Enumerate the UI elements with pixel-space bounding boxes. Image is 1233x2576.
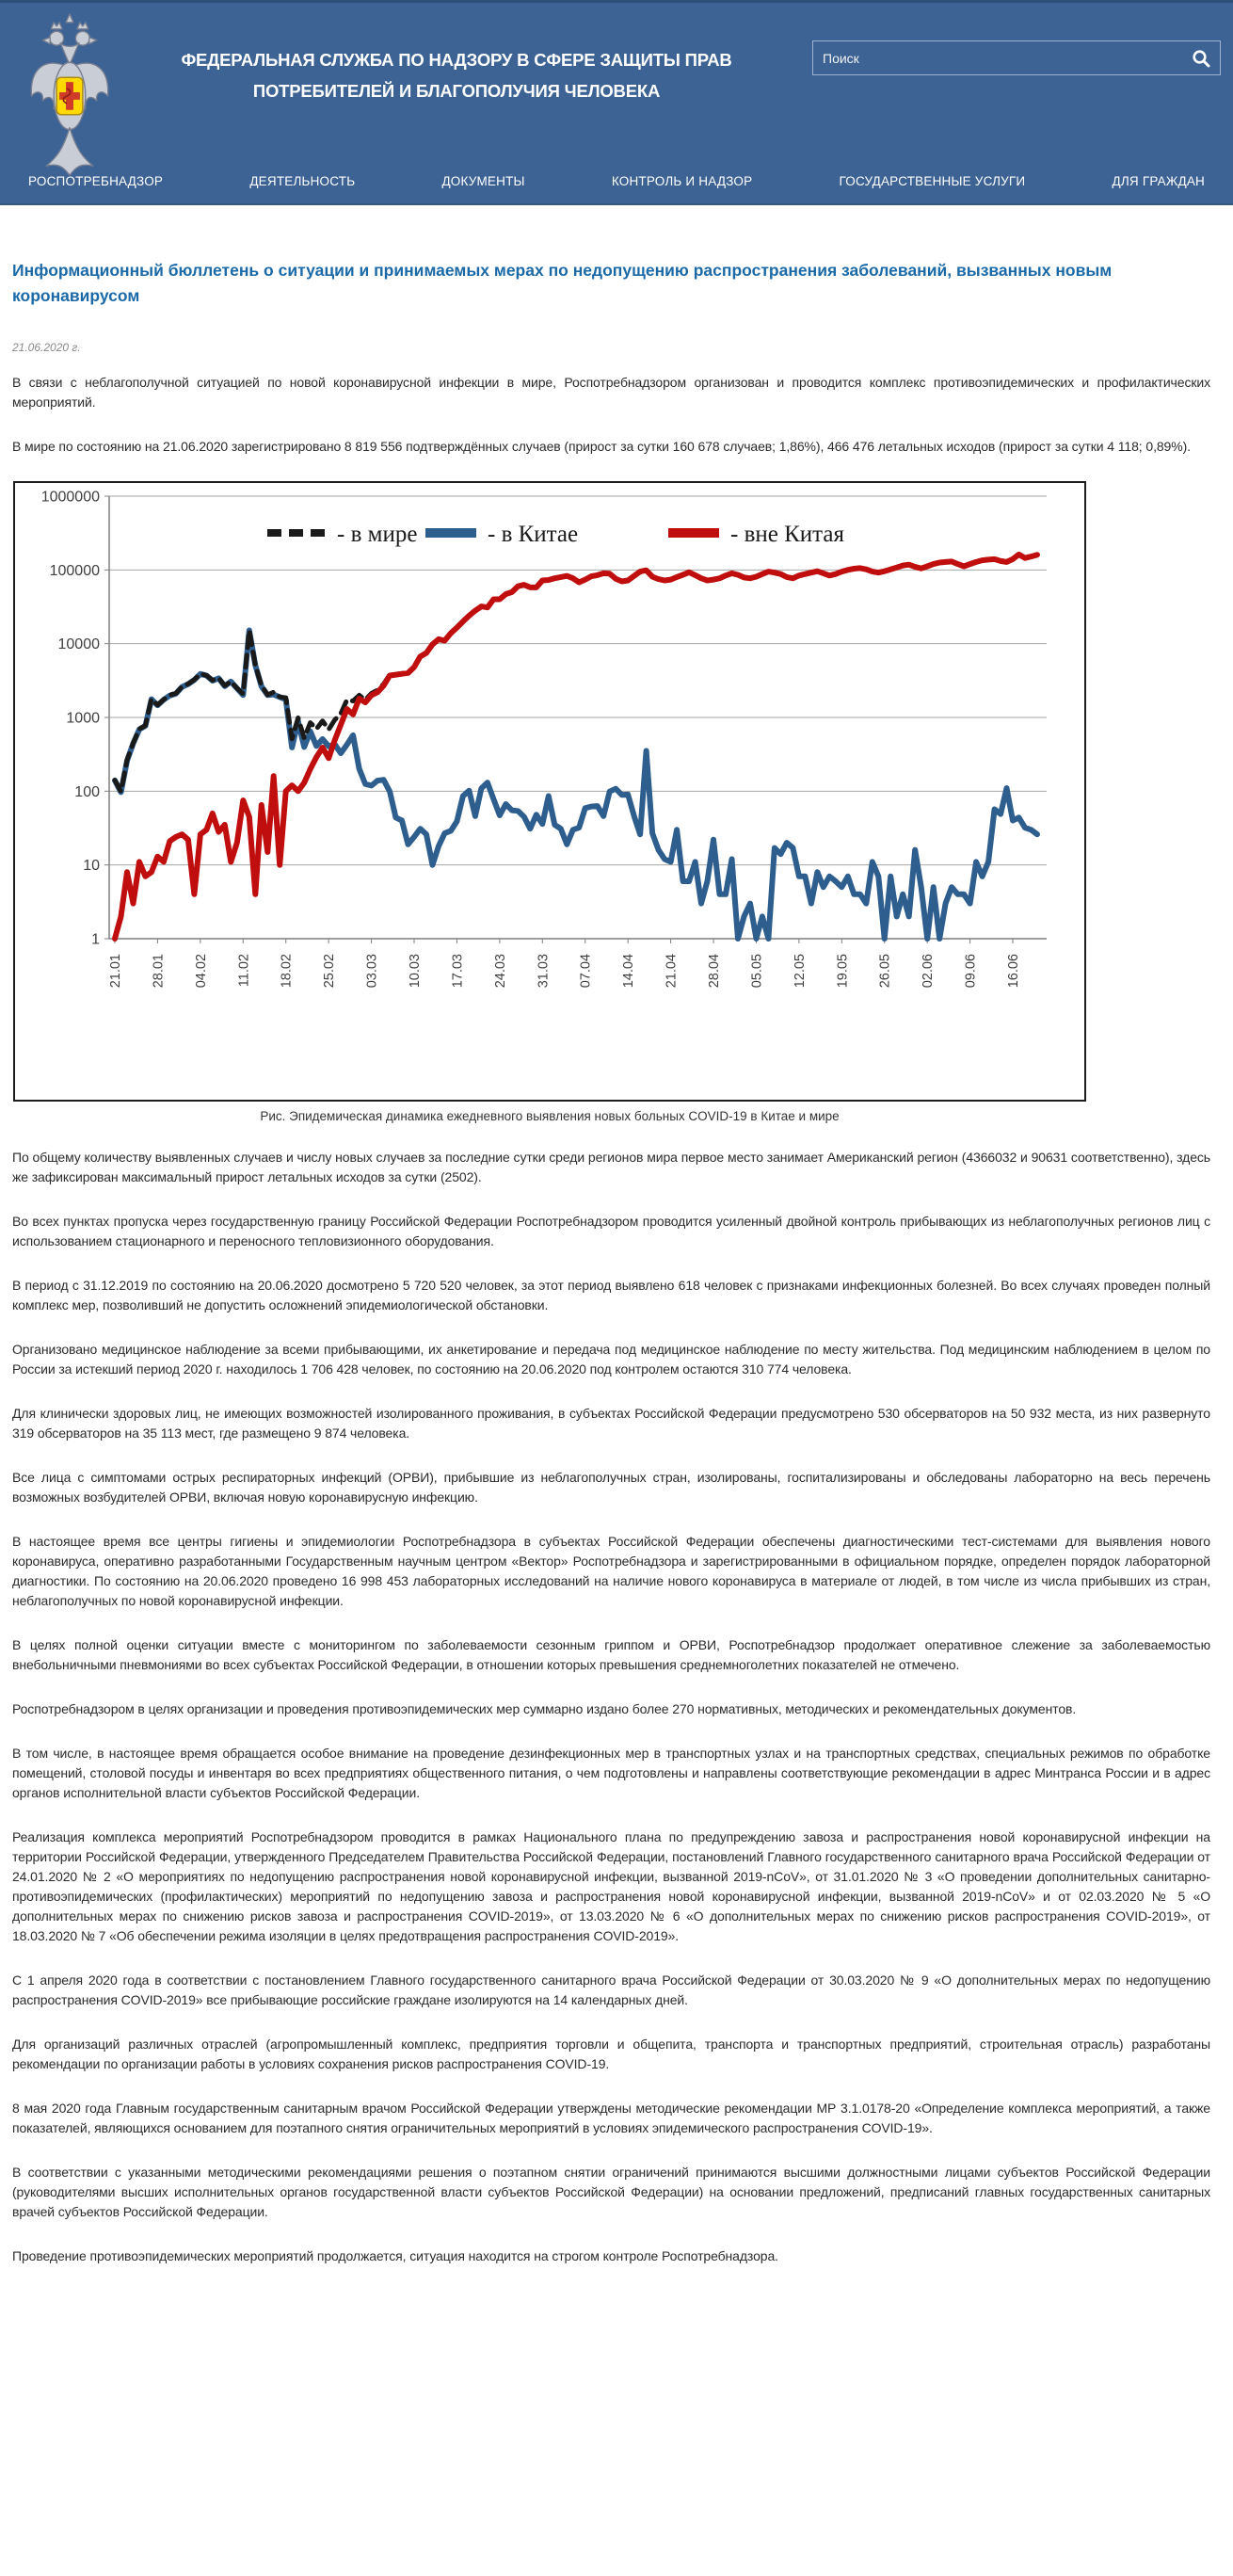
eagle-beak-right xyxy=(88,36,98,45)
emblem-snake xyxy=(62,88,72,105)
covid-chart: 1 10 100 1000 10000 100000 1000000 21.01 28.01 04… xyxy=(13,481,1086,1102)
site-title-line2: ПОТРЕБИТЕЛЕЙ И БЛАГОПОЛУЧИЯ ЧЕЛОВЕКА xyxy=(252,81,661,101)
svg-text:02.06: 02.06 xyxy=(921,954,936,988)
nav-item-dlya-grazhdan[interactable]: ДЛЯ ГРАЖДАН xyxy=(1112,174,1205,188)
svg-text:19.05: 19.05 xyxy=(835,954,850,988)
svg-text:28.01: 28.01 xyxy=(151,954,166,988)
eagle-crown-left xyxy=(50,22,63,30)
svg-text:100: 100 xyxy=(74,784,100,800)
article-paragraph: Во всех пунктах пропуска через государст… xyxy=(12,1214,1210,1248)
svg-text:1000000: 1000000 xyxy=(41,490,100,506)
svg-text:14.04: 14.04 xyxy=(621,954,636,988)
search-button[interactable] xyxy=(1182,49,1220,68)
site-title-line1: ФЕДЕРАЛЬНАЯ СЛУЖБА ПО НАДЗОРУ В СФЕРЕ ЗА… xyxy=(181,50,732,70)
eagle-head-right xyxy=(74,30,90,46)
svg-text:17.03: 17.03 xyxy=(450,954,465,988)
eagle-crown-center xyxy=(65,13,74,24)
svg-text:09.06: 09.06 xyxy=(964,954,979,988)
svg-text:100000: 100000 xyxy=(50,563,100,579)
article-paragraph: Для клинически здоровых лиц, не имеющих … xyxy=(12,1406,1210,1441)
main-nav: РОСПОТРЕБНАДЗОР ДЕЯТЕЛЬНОСТЬ ДОКУМЕНТЫ КОНТ… xyxy=(0,174,1233,188)
article-paragraph: Проведение противоэпидемических мероприя… xyxy=(12,2248,778,2263)
article-paragraph: 8 мая 2020 года Главным государственным … xyxy=(12,2101,1210,2135)
svg-text:21.01: 21.01 xyxy=(108,954,123,988)
nav-item-rospotrebnadzor[interactable]: РОСПОТРЕБНАДЗОР xyxy=(28,174,164,188)
svg-text:07.04: 07.04 xyxy=(579,954,594,988)
eagle-head-left xyxy=(49,30,65,46)
article-paragraph: Все лица с симптомами острых респираторн… xyxy=(12,1470,1210,1505)
svg-text:10: 10 xyxy=(83,858,100,874)
article-paragraph: В целях полной оценки ситуации вместе с … xyxy=(12,1637,1210,1672)
article-date: 21.06.2020 г. xyxy=(12,341,81,354)
svg-text:10000: 10000 xyxy=(58,636,101,652)
svg-text:- вне Китая: - вне Китая xyxy=(730,522,844,547)
svg-text:- в мире: - в мире xyxy=(337,522,417,547)
svg-text:05.05: 05.05 xyxy=(749,954,764,988)
article-paragraph: Организовано медицинское наблюдение за в… xyxy=(12,1342,1210,1377)
post-chart-paragraphs: По общему количеству выявленных случаев … xyxy=(12,1148,1210,2266)
rospotrebnadzor-emblem-icon xyxy=(30,13,109,176)
article-paragraph: В период с 31.12.2019 по состоянию на 20… xyxy=(12,1278,1210,1312)
svg-text:31.03: 31.03 xyxy=(536,954,551,988)
article: Информационный бюллетень о ситуации и пр… xyxy=(0,258,1233,2328)
article-paragraph: Роспотребнадзором в целях организации и … xyxy=(12,1701,1077,1716)
svg-text:10.03: 10.03 xyxy=(408,954,423,988)
article-paragraph: В настоящее время все центры гигиены и э… xyxy=(12,1534,1210,1608)
svg-text:03.03: 03.03 xyxy=(365,954,380,988)
nav-item-gosudarstvennye-uslugi[interactable]: ГОСУДАРСТВЕННЫЕ УСЛУГИ xyxy=(839,174,1026,188)
svg-text:24.03: 24.03 xyxy=(493,954,508,988)
article-paragraph: По общему количеству выявленных случаев … xyxy=(12,1150,1210,1184)
svg-text:25.02: 25.02 xyxy=(322,954,337,988)
article-paragraph: Для организаций различных отраслей (агро… xyxy=(12,2037,1210,2071)
svg-text:28.04: 28.04 xyxy=(707,954,722,988)
nav-item-kontrol-i-nadzor[interactable]: КОНТРОЛЬ И НАДЗОР xyxy=(611,174,753,188)
search-icon xyxy=(1193,49,1210,67)
svg-text:26.05: 26.05 xyxy=(878,954,893,988)
search-box xyxy=(812,40,1221,75)
svg-text:12.05: 12.05 xyxy=(793,954,808,988)
article-paragraph: С 1 апреля 2020 года в соответствии с по… xyxy=(12,1972,1210,2007)
svg-text:- в Китае: - в Китае xyxy=(488,522,578,547)
chart-caption: Рис. Эпидемическая динамика ежедневного … xyxy=(260,1109,840,1123)
page-title: Информационный бюллетень о ситуации и пр… xyxy=(12,261,1113,305)
svg-text:16.06: 16.06 xyxy=(1006,954,1021,988)
covid-chart-svg: 1 10 100 1000 10000 100000 1000000 21.01 28.01 04… xyxy=(41,490,1047,988)
svg-text:04.02: 04.02 xyxy=(194,954,209,988)
eagle-beak-left xyxy=(41,36,51,45)
eagle-crown-right xyxy=(76,22,89,30)
svg-text:1: 1 xyxy=(91,932,100,948)
svg-text:21.04: 21.04 xyxy=(665,954,680,988)
svg-text:18.02: 18.02 xyxy=(280,954,295,988)
search-input[interactable] xyxy=(813,50,1182,66)
pre-chart-paragraphs: В связи с неблагополучной ситуацией по н… xyxy=(12,373,1210,457)
article-paragraph: В связи с неблагополучной ситуацией по н… xyxy=(12,375,1210,410)
article-paragraph: В том числе, в настоящее время обращаетс… xyxy=(12,1746,1210,1800)
svg-text:11.02: 11.02 xyxy=(236,954,251,987)
article-paragraph: В соответствии с указанными методическим… xyxy=(12,2165,1210,2219)
eagle-tail xyxy=(45,126,94,176)
eagle-neck xyxy=(59,41,80,66)
article-paragraph: Реализация комплекса мероприятий Роспотр… xyxy=(12,1829,1210,1943)
site-title: ФЕДЕРАЛЬНАЯ СЛУЖБА ПО НАДЗОРУ В СФЕРЕ ЗА… xyxy=(174,44,739,106)
svg-text:1000: 1000 xyxy=(66,711,100,727)
article-paragraph: В мире по состоянию на 21.06.2020 зареги… xyxy=(12,439,1191,454)
nav-item-deyatelnost[interactable]: ДЕЯТЕЛЬНОСТЬ xyxy=(249,174,356,188)
site-header: ФЕДЕРАЛЬНАЯ СЛУЖБА ПО НАДЗОРУ В СФЕРЕ ЗА… xyxy=(0,0,1233,205)
nav-item-dokumenty[interactable]: ДОКУМЕНТЫ xyxy=(441,174,525,188)
emblem-cross xyxy=(59,82,80,110)
